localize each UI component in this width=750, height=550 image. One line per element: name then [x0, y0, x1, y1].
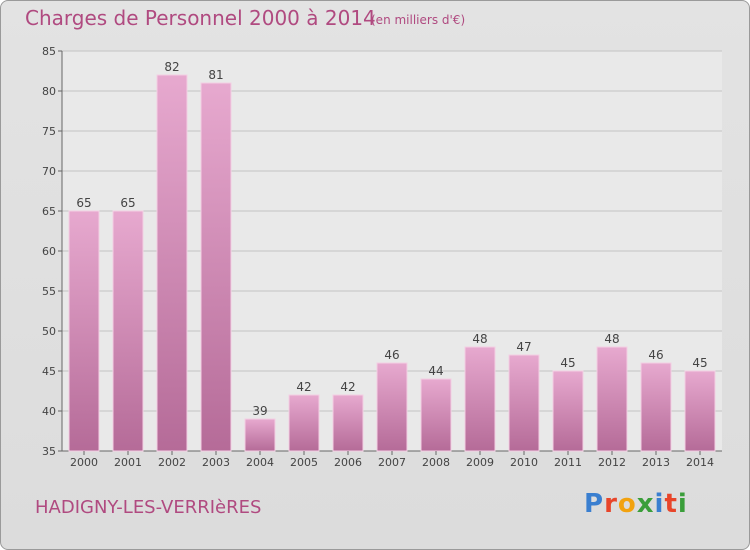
bar-value-label: 46: [384, 348, 399, 362]
y-tick-label: 70: [42, 165, 56, 178]
logo-letter: i: [654, 489, 665, 519]
logo-letter: t: [664, 489, 678, 519]
bar-value-label: 47: [516, 340, 531, 354]
chart-title: Charges de Personnel 2000 à 2014: [25, 6, 376, 30]
y-tick-label: 60: [42, 245, 56, 258]
bar: [244, 418, 276, 452]
chart-subtitle: (en milliers d'€): [371, 13, 466, 27]
bar: [200, 82, 232, 452]
x-tick-label: 2007: [378, 456, 406, 469]
y-tick-label: 65: [42, 205, 56, 218]
commune-name: HADIGNY-LES-VERRIèRES: [35, 497, 262, 518]
bar-value-label: 39: [252, 404, 267, 418]
bar-value-label: 82: [164, 60, 179, 74]
x-tick-label: 2006: [334, 456, 362, 469]
bar-value-label: 48: [472, 332, 487, 346]
bar-value-label: 42: [296, 380, 311, 394]
bar: [464, 346, 496, 452]
bar: [420, 378, 452, 452]
logo-letter: P: [584, 489, 605, 519]
x-tick-label: 2014: [686, 456, 714, 469]
x-tick-label: 2012: [598, 456, 626, 469]
bar-value-label: 42: [340, 380, 355, 394]
bar: [552, 370, 584, 452]
bar: [288, 394, 320, 452]
y-tick-label: 55: [42, 285, 56, 298]
bar-value-label: 81: [208, 68, 223, 82]
bar-value-label: 65: [76, 196, 91, 210]
y-tick-label: 45: [42, 365, 56, 378]
bar: [596, 346, 628, 452]
bar: [156, 74, 188, 452]
bar: [640, 362, 672, 452]
logo-letter: o: [617, 489, 637, 519]
x-tick-label: 2013: [642, 456, 670, 469]
bar: [508, 354, 540, 452]
y-tick-label: 80: [42, 85, 56, 98]
bar-value-label: 45: [560, 356, 575, 370]
bar-value-label: 46: [648, 348, 663, 362]
y-tick-label: 40: [42, 405, 56, 418]
bar: [112, 210, 144, 452]
x-tick-label: 2004: [246, 456, 274, 469]
y-tick-label: 85: [42, 45, 56, 58]
x-tick-label: 2010: [510, 456, 538, 469]
x-tick-label: 2005: [290, 456, 318, 469]
bar-value-label: 45: [692, 356, 707, 370]
proxiti-logo: Proxiti: [584, 489, 688, 519]
bar: [332, 394, 364, 452]
bar-value-label: 65: [120, 196, 135, 210]
x-tick-label: 2002: [158, 456, 186, 469]
x-tick-label: 2001: [114, 456, 142, 469]
y-tick-label: 35: [42, 445, 56, 458]
x-tick-label: 2008: [422, 456, 450, 469]
x-tick-label: 2009: [466, 456, 494, 469]
y-tick-label: 50: [42, 325, 56, 338]
bar: [684, 370, 716, 452]
bar-value-label: 44: [428, 364, 443, 378]
x-tick-label: 2011: [554, 456, 582, 469]
bar: [68, 210, 100, 452]
x-tick-label: 2000: [70, 456, 98, 469]
bar-value-label: 48: [604, 332, 619, 346]
logo-letter: x: [636, 489, 655, 519]
x-tick-label: 2003: [202, 456, 230, 469]
logo-letter: i: [677, 489, 688, 519]
logo-letter: r: [604, 489, 618, 519]
bar: [376, 362, 408, 452]
y-tick-label: 75: [42, 125, 56, 138]
